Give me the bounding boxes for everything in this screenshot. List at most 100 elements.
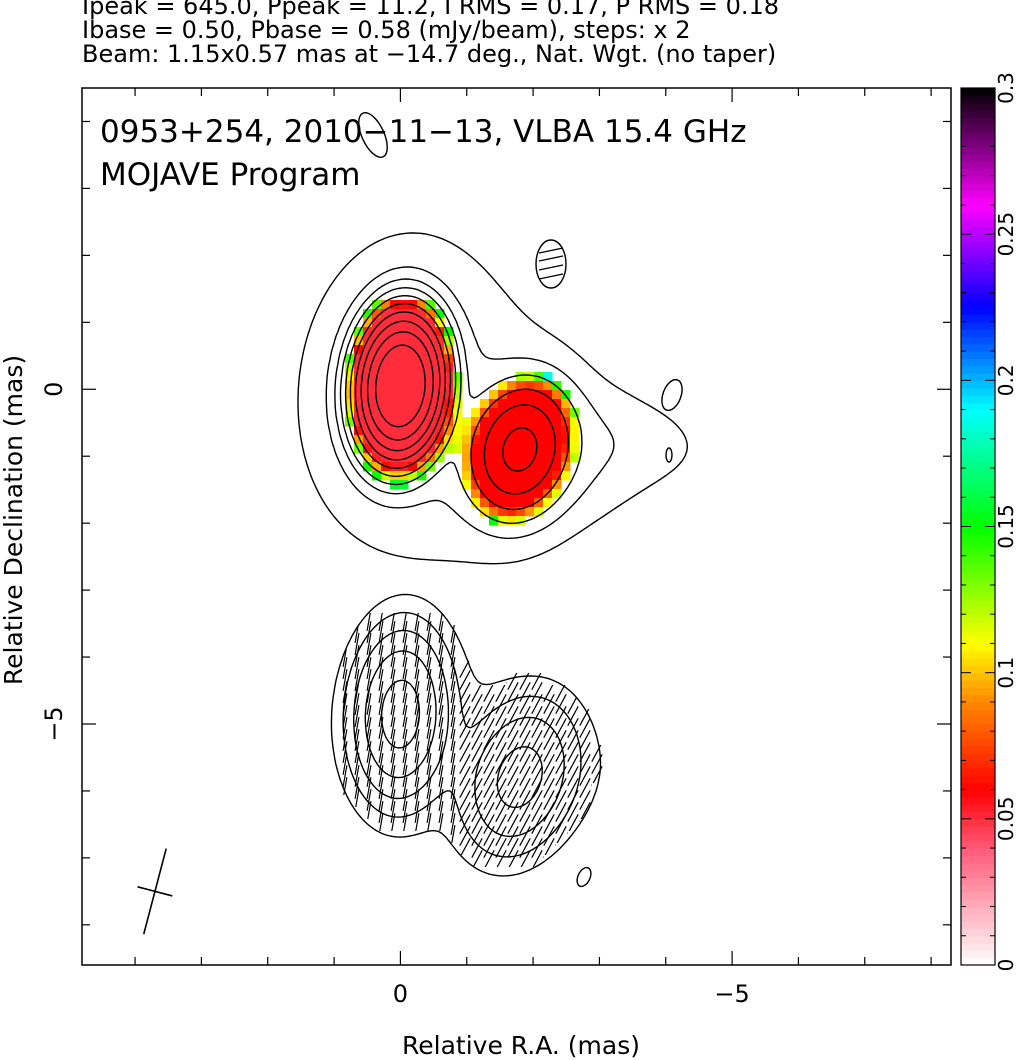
fracpol-pixel	[399, 318, 409, 328]
fracpol-pixel	[489, 399, 499, 409]
fracpol-pixel	[498, 435, 508, 445]
evpa-vector	[366, 717, 372, 739]
colorbar-swatch	[961, 183, 995, 191]
fracpol-pixel	[489, 417, 499, 427]
fracpol-pixel	[453, 417, 463, 427]
evpa-vector	[459, 658, 471, 678]
fracpol-pixel	[372, 417, 382, 427]
evpa-vector	[483, 718, 495, 738]
evpa-vector	[378, 669, 384, 691]
fracpol-pixel	[399, 453, 409, 463]
fracpol-pixel	[381, 300, 391, 310]
fracpol-pixel	[462, 480, 472, 490]
fracpol-pixel	[516, 516, 526, 526]
evpa-vector	[471, 718, 483, 738]
fracpol-pixel	[570, 417, 580, 427]
fracpol-pixel	[480, 480, 490, 490]
fracpol-pixel	[372, 381, 382, 391]
evpa-vector	[567, 802, 579, 822]
fracpol-pixel	[381, 309, 391, 319]
fracpol-pixel	[345, 408, 355, 418]
evpa-vector	[471, 694, 483, 714]
fracpol-pixel	[570, 426, 580, 436]
evpa-vector	[507, 838, 519, 858]
evpa-vector	[366, 753, 372, 775]
colorbar-swatch	[961, 365, 995, 374]
fracpol-pixel	[516, 462, 526, 472]
fracpol-pixel	[381, 399, 391, 409]
fracpol-pixel	[498, 471, 508, 481]
fracpol-pixel	[399, 390, 409, 400]
colorbar-swatch	[961, 431, 995, 440]
colorbar-swatch	[961, 672, 995, 681]
evpa-vector	[450, 657, 456, 679]
fracpol-pixel	[516, 426, 526, 436]
evpa-vector	[438, 777, 444, 799]
colorbar-swatch	[961, 621, 995, 630]
colorbar-tick-label: 0.1	[994, 657, 1018, 689]
y-tick-label: 0	[40, 382, 68, 397]
colorbar-swatch	[961, 877, 995, 886]
fracpol-pixel	[444, 336, 454, 346]
colorbar-swatch	[961, 424, 995, 433]
noise-vector	[538, 255, 564, 262]
evpa-vector	[402, 613, 408, 631]
colorbar-swatch	[961, 804, 995, 813]
fracpol-pixel	[525, 417, 535, 427]
fracpol-pixel	[444, 327, 454, 337]
fracpol-pixel	[354, 354, 364, 364]
fracpol-pixel	[435, 408, 445, 418]
colorbar-swatch	[961, 336, 995, 345]
fracpol-pixel	[525, 453, 535, 463]
colorbar-swatch	[961, 446, 995, 455]
evpa-vector	[450, 789, 456, 811]
colorbar-swatch	[961, 826, 995, 835]
evpa-vector	[567, 706, 579, 726]
evpa-vector	[342, 705, 348, 727]
fracpol-pixel	[399, 309, 409, 319]
fracpol-pixel	[363, 318, 373, 328]
evpa-vector	[483, 838, 495, 858]
colorbar-swatch	[961, 935, 995, 944]
fracpol-pixel	[525, 480, 535, 490]
evpa-vector	[390, 669, 396, 691]
noise-blob	[665, 447, 673, 463]
evpa-vector	[354, 633, 360, 655]
evpa-vector	[366, 693, 372, 715]
evpa-vector	[378, 657, 384, 679]
header-text: Ipeak = 645.0, Ppeak = 11.2, I RMS = 0.1…	[82, 0, 1012, 66]
colorbar-swatch	[961, 88, 995, 96]
evpa-vector	[507, 814, 519, 834]
evpa-vector	[495, 694, 507, 714]
fracpol-pixel	[399, 300, 409, 310]
evpa-vector	[579, 718, 591, 738]
fracpol-pixel	[489, 444, 499, 454]
fracpol-pixel	[534, 435, 544, 445]
fracpol-pixel	[417, 354, 427, 364]
colorbar-swatch	[961, 526, 995, 535]
colorbar-swatch	[961, 643, 995, 652]
evpa-vector	[555, 706, 567, 726]
colorbar-tick-label: 0	[994, 959, 1018, 972]
fracpol-pixel	[507, 507, 517, 517]
evpa-vector	[507, 790, 519, 810]
evpa-vector	[426, 765, 432, 787]
colorbar-swatch	[961, 387, 995, 396]
fracpol-pixel	[507, 444, 517, 454]
axis-tick-labels: 0 −5 0 −5	[40, 382, 750, 1008]
evpa-vector	[378, 613, 384, 631]
evpa-vector	[507, 850, 519, 867]
fracpol-pixel	[552, 399, 562, 409]
fracpol-pixel	[345, 399, 355, 409]
noise-blob	[661, 378, 683, 412]
axis-ticks	[82, 88, 951, 965]
fracpol-pixel	[354, 372, 364, 382]
evpa-vector	[543, 706, 555, 726]
evpa-vector	[342, 741, 348, 763]
colorbar-swatch	[961, 475, 995, 484]
colorbar-swatch	[961, 343, 995, 352]
fracpol-pixel	[381, 318, 391, 328]
fracpol-pixel	[453, 399, 463, 409]
evpa-vector	[450, 801, 456, 823]
